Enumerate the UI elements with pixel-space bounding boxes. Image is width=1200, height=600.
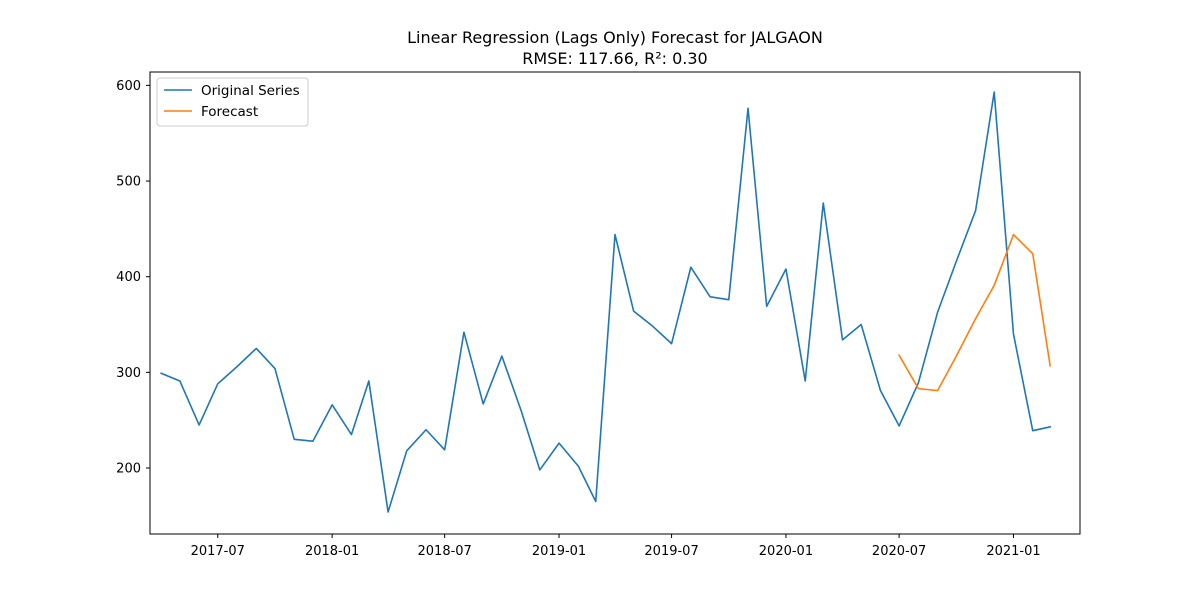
legend-label: Forecast — [201, 104, 258, 120]
x-tick-label: 2020-07 — [872, 544, 926, 559]
y-tick-label: 500 — [116, 175, 141, 190]
x-tick-label: 2018-07 — [418, 544, 472, 559]
y-tick-label: 200 — [116, 462, 141, 477]
series-line-original — [160, 91, 1052, 513]
axis-ticks: 2017-07 2018-01 2018-07 2019-01 2019-07 2020-… — [116, 79, 1040, 559]
series-line-forecast — [898, 233, 1052, 392]
x-tick-label: 2017-07 — [191, 544, 245, 559]
x-tick-label: 2018-01 — [305, 544, 359, 559]
y-tick-label: 400 — [116, 270, 141, 285]
plot-frame — [149, 71, 1081, 535]
x-tick-label: 2020-01 — [759, 544, 813, 559]
legend-box — [156, 77, 309, 127]
plot-series — [160, 91, 1052, 513]
legend: Original Series Forecast — [156, 77, 309, 127]
chart-subtitle: RMSE: 117.66, R²: 0.30 — [522, 49, 707, 68]
y-tick-label: 300 — [116, 366, 141, 381]
x-tick-label: 2019-01 — [532, 544, 586, 559]
x-tick-label: 2019-07 — [644, 544, 698, 559]
legend-label: Original Series — [201, 83, 300, 99]
x-tick-label: 2021-01 — [986, 544, 1040, 559]
y-tick-label: 600 — [116, 79, 141, 94]
chart-title: Linear Regression (Lags Only) Forecast f… — [407, 28, 823, 47]
